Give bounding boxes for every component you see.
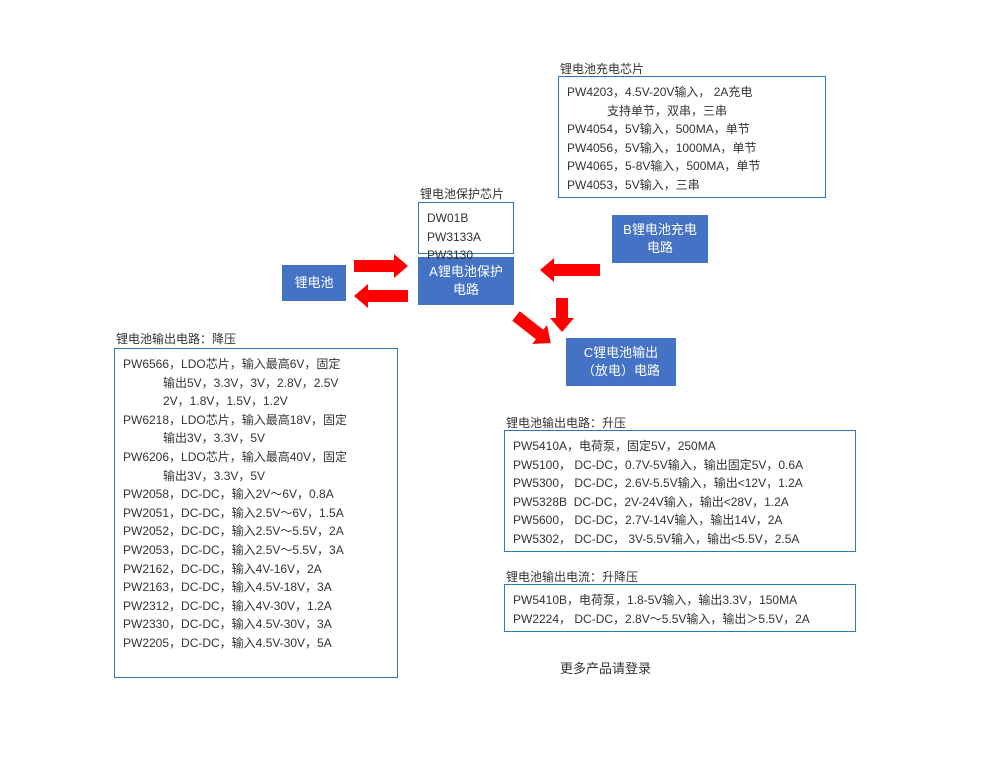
list-item: PW2053，DC-DC，输入2.5V～5.5V，3A bbox=[123, 541, 389, 560]
list-item: PW2330，DC-DC，输入4.5V-30V，3A bbox=[123, 615, 389, 634]
list-item: PW6206，LDO芯片，输入最高40V，固定 bbox=[123, 448, 389, 467]
list-item: PW4065，5-8V输入，500MA，单节 bbox=[567, 157, 817, 176]
list-item: DW01B bbox=[427, 209, 505, 228]
caption-buck: 锂电池输出电路：降压 bbox=[116, 330, 236, 347]
node-protection-label: A锂电池保护电路 bbox=[429, 263, 503, 299]
node-battery: 锂电池 bbox=[282, 265, 346, 301]
list-item: 输出5V，3.3V，3V，2.8V，2.5V bbox=[123, 374, 389, 393]
list-item: 输出3V，3.3V，5V bbox=[123, 429, 389, 448]
node-charge-circuit: B锂电池充电电路 bbox=[612, 215, 708, 263]
list-item: PW2051，DC-DC，输入2.5V～6V，1.5A bbox=[123, 504, 389, 523]
list-item: 支持单节，双串，三串 bbox=[567, 102, 817, 121]
list-item: PW2205，DC-DC，输入4.5V-30V，5A bbox=[123, 634, 389, 653]
caption-boost: 锂电池输出电路：升压 bbox=[506, 414, 626, 431]
node-output-label: C锂电池输出（放电）电路 bbox=[582, 344, 660, 380]
box-buck-boost: PW5410B，电荷泵，1.8-5V输入，输出3.3V，150MAPW2224，… bbox=[504, 584, 856, 632]
arrow-charge-to-protect bbox=[540, 258, 600, 282]
box-boost: PW5410A，电荷泵，固定5V，250MAPW5100， DC-DC，0.7V… bbox=[504, 430, 856, 552]
list-item: PW5100， DC-DC，0.7V-5V输入，输出固定5V，0.6A bbox=[513, 456, 847, 475]
diagram-canvas: 锂电池 A锂电池保护电路 B锂电池充电电路 C锂电池输出（放电）电路 锂电池保护… bbox=[0, 0, 991, 762]
caption-buck-boost: 锂电池输出电流：升降压 bbox=[506, 568, 638, 585]
arrow-protect-to-battery bbox=[354, 284, 408, 308]
box-buck: PW6566，LDO芯片，输入最高6V，固定 输出5V，3.3V，3V，2.8V… bbox=[114, 348, 398, 678]
list-item: 输出3V，3.3V，5V bbox=[123, 467, 389, 486]
list-item: PW3130 bbox=[427, 246, 505, 265]
list-item: PW2312，DC-DC，输入4V-30V，1.2A bbox=[123, 597, 389, 616]
list-item: PW5410B，电荷泵，1.8-5V输入，输出3.3V，150MA bbox=[513, 591, 847, 610]
list-item: PW5328B DC-DC，2V-24V输入，输出<28V，1.2A bbox=[513, 493, 847, 512]
list-item: PW2058，DC-DC，输入2V～6V，0.8A bbox=[123, 485, 389, 504]
list-item: PW6218，LDO芯片，输入最高18V，固定 bbox=[123, 411, 389, 430]
list-item: PW5300， DC-DC，2.6V-5.5V输入，输出<12V，1.2A bbox=[513, 474, 847, 493]
list-item: PW2162，DC-DC，输入4V-16V，2A bbox=[123, 560, 389, 579]
arrow-battery-to-protect bbox=[354, 254, 408, 278]
list-item: PW5410A，电荷泵，固定5V，250MA bbox=[513, 437, 847, 456]
list-item: PW6566，LDO芯片，输入最高6V，固定 bbox=[123, 355, 389, 374]
list-item: PW2052，DC-DC，输入2.5V～5.5V，2A bbox=[123, 522, 389, 541]
list-item: 2V，1.8V，1.5V，1.2V bbox=[123, 392, 389, 411]
list-item: PW4203，4.5V-20V输入， 2A充电 bbox=[567, 83, 817, 102]
list-item: PW4054，5V输入，500MA，单节 bbox=[567, 120, 817, 139]
caption-protection-chips: 锂电池保护芯片 bbox=[420, 185, 504, 202]
node-battery-label: 锂电池 bbox=[294, 274, 333, 292]
list-item: PW2163，DC-DC，输入4.5V-18V，3A bbox=[123, 578, 389, 597]
list-item: PW2224， DC-DC，2.8V～5.5V输入，输出＞5.5V，2A bbox=[513, 610, 847, 629]
arrow-protect-to-output-down bbox=[550, 298, 574, 332]
list-item: PW5600， DC-DC，2.7V-14V输入，输出14V，2A bbox=[513, 511, 847, 530]
node-charge-label: B锂电池充电电路 bbox=[623, 221, 697, 257]
list-item: PW5302， DC-DC， 3V-5.5V输入，输出<5.5V，2.5A bbox=[513, 530, 847, 549]
box-protection-chips: DW01BPW3133APW3130 bbox=[418, 202, 514, 254]
list-item: PW4053，5V输入，三串 bbox=[567, 176, 817, 195]
node-output-circuit: C锂电池输出（放电）电路 bbox=[566, 338, 676, 386]
caption-charge-chips: 锂电池充电芯片 bbox=[560, 60, 644, 77]
list-item: PW4056，5V输入，1000MA，单节 bbox=[567, 139, 817, 158]
box-charge-chips: PW4203，4.5V-20V输入， 2A充电 支持单节，双串，三串PW4054… bbox=[558, 76, 826, 198]
list-item: PW3133A bbox=[427, 228, 505, 247]
footer-text: 更多产品请登录 bbox=[560, 658, 651, 677]
